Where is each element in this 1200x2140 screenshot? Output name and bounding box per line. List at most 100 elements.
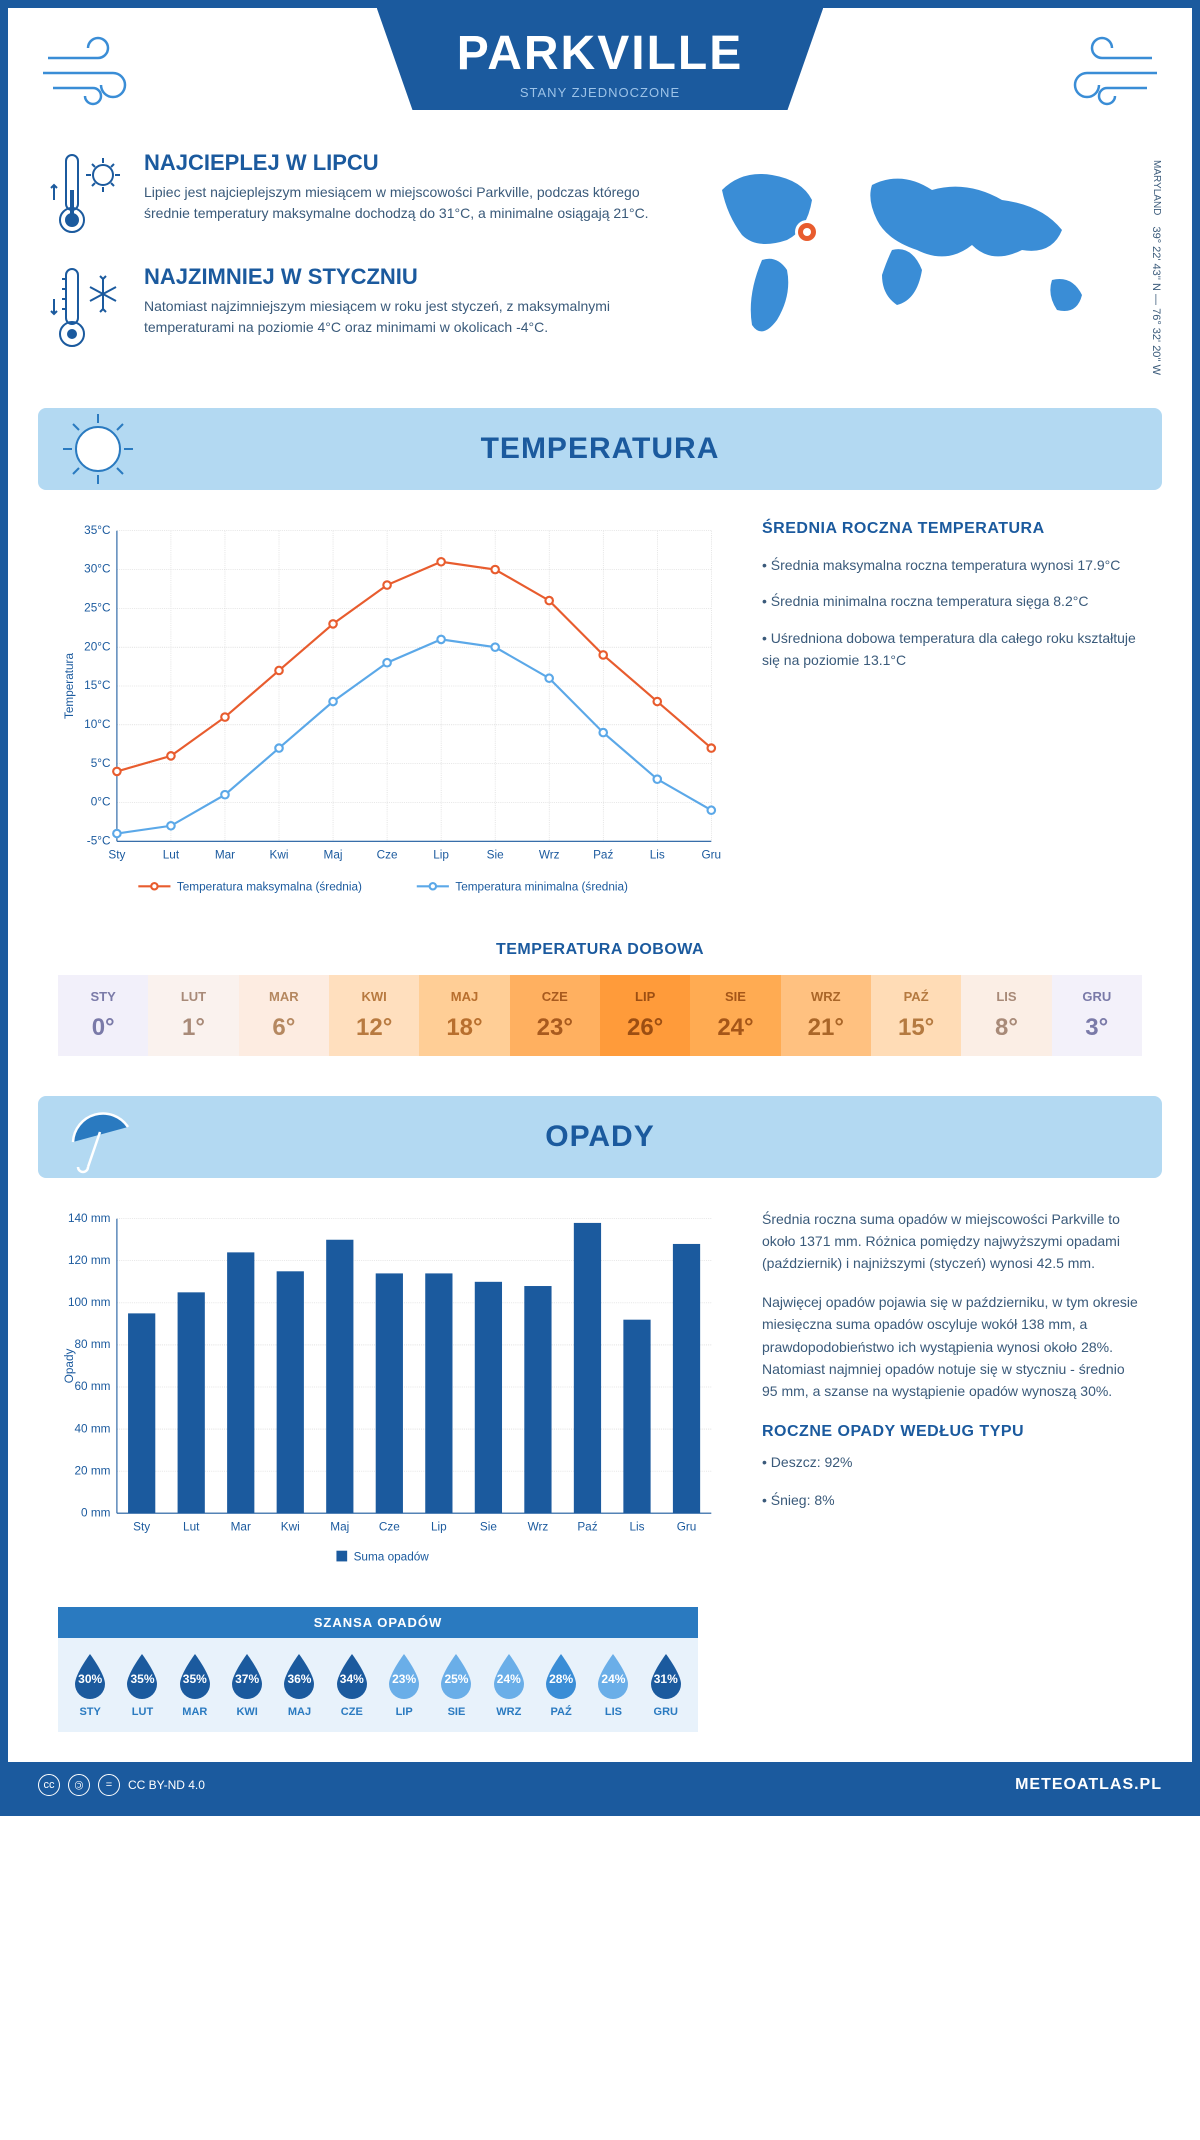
temp-summary-title: ŚREDNIA ROCZNA TEMPERATURA	[762, 520, 1142, 538]
daily-temperature: TEMPERATURA DOBOWA STY0°LUT1°MAR6°KWI12°…	[8, 941, 1192, 1096]
temp-summary-b1: • Średnia maksymalna roczna temperatura …	[762, 554, 1142, 576]
temperature-summary: ŚREDNIA ROCZNA TEMPERATURA • Średnia mak…	[762, 520, 1142, 911]
lat-value: 39° 22' 43'' N	[1150, 226, 1162, 291]
svg-text:Lut: Lut	[183, 1520, 200, 1533]
daily-temp-cell: MAJ18°	[419, 975, 509, 1056]
svg-text:Paź: Paź	[593, 848, 613, 861]
lon-value: 76° 32' 20'' W	[1150, 308, 1162, 375]
svg-text:Temperatura minimalna (średnia: Temperatura minimalna (średnia)	[455, 881, 628, 894]
svg-text:80 mm: 80 mm	[75, 1338, 111, 1351]
map-block: MARYLAND 39° 22' 43'' N — 76° 32' 20'' W	[692, 150, 1152, 378]
svg-text:25°C: 25°C	[84, 602, 111, 615]
chance-cell: 36%MAJ	[273, 1652, 325, 1718]
svg-text:Gru: Gru	[701, 848, 721, 861]
chance-cell: 25%SIE	[430, 1652, 482, 1718]
daily-temp-cell: CZE23°	[510, 975, 600, 1056]
svg-text:Sty: Sty	[133, 1520, 150, 1533]
svg-text:Maj: Maj	[330, 1520, 349, 1533]
daily-temp-cell: KWI12°	[329, 975, 419, 1056]
country-subtitle: STANY ZJEDNOCZONE	[457, 85, 743, 100]
svg-text:0°C: 0°C	[91, 796, 111, 809]
precip-p1: Średnia roczna suma opadów w miejscowośc…	[762, 1208, 1142, 1275]
chance-cell: 24%LIS	[587, 1652, 639, 1718]
svg-text:Temperatura: Temperatura	[63, 653, 76, 720]
chance-cell: 23%LIP	[378, 1652, 430, 1718]
daily-temp-cell: LIS8°	[961, 975, 1051, 1056]
chance-cell: 35%MAR	[169, 1652, 221, 1718]
title-banner: PARKVILLE STANY ZJEDNOCZONE	[377, 8, 823, 110]
daily-temp-cell: STY0°	[58, 975, 148, 1056]
precip-p2: Najwięcej opadów pojawia się w październ…	[762, 1291, 1142, 1403]
sun-icon	[58, 409, 138, 489]
chance-cell: 34%CZE	[326, 1652, 378, 1718]
precipitation-bar-chart: 0 mm20 mm40 mm60 mm80 mm100 mm120 mm140 …	[58, 1208, 722, 1572]
chance-title: SZANSA OPADÓW	[58, 1607, 698, 1638]
svg-text:140 mm: 140 mm	[68, 1211, 111, 1224]
svg-text:Kwi: Kwi	[270, 848, 289, 861]
thermometer-cold-icon	[48, 264, 128, 354]
chance-cell: 31%GRU	[640, 1652, 692, 1718]
svg-text:-5°C: -5°C	[87, 835, 111, 848]
warmest-title: NAJCIEPLEJ W LIPCU	[144, 150, 652, 176]
svg-text:5°C: 5°C	[91, 757, 111, 770]
daily-temp-cell: SIE24°	[690, 975, 780, 1056]
svg-text:60 mm: 60 mm	[75, 1380, 111, 1393]
svg-text:Mar: Mar	[231, 1520, 251, 1533]
svg-text:Gru: Gru	[677, 1520, 697, 1533]
warmest-block: NAJCIEPLEJ W LIPCU Lipiec jest najcieple…	[48, 150, 652, 240]
svg-text:35°C: 35°C	[84, 524, 111, 537]
daily-temp-cell: LUT1°	[148, 975, 238, 1056]
svg-text:Cze: Cze	[377, 848, 398, 861]
daily-temp-cell: MAR6°	[239, 975, 329, 1056]
svg-text:15°C: 15°C	[84, 679, 111, 692]
svg-text:Opady: Opady	[63, 1348, 76, 1383]
svg-text:Lut: Lut	[163, 848, 180, 861]
warmest-text: Lipiec jest najcieplejszym miesiącem w m…	[144, 182, 652, 224]
daily-temp-cell: WRZ21°	[781, 975, 871, 1056]
precip-rain: • Deszcz: 92%	[762, 1451, 1142, 1473]
coldest-block: NAJZIMNIEJ W STYCZNIU Natomiast najzimni…	[48, 264, 652, 354]
svg-text:Lip: Lip	[431, 1520, 447, 1533]
chance-grid: 30%STY35%LUT35%MAR37%KWI36%MAJ34%CZE23%L…	[58, 1638, 698, 1732]
footer: cc 🄯 = CC BY-ND 4.0 METEOATLAS.PL	[8, 1762, 1192, 1808]
cc-icon: cc	[38, 1774, 60, 1796]
site-name: METEOATLAS.PL	[1015, 1776, 1162, 1794]
wind-icon	[38, 28, 158, 108]
chance-cell: 24%WRZ	[483, 1652, 535, 1718]
svg-text:20 mm: 20 mm	[75, 1464, 111, 1477]
header: PARKVILLE STANY ZJEDNOCZONE	[8, 8, 1192, 140]
state-label: MARYLAND	[1151, 160, 1162, 215]
svg-text:Temperatura maksymalna (średni: Temperatura maksymalna (średnia)	[177, 881, 362, 894]
wind-icon	[1042, 28, 1162, 108]
license-block: cc 🄯 = CC BY-ND 4.0	[38, 1774, 205, 1796]
svg-text:Wrz: Wrz	[528, 1520, 549, 1533]
svg-text:Wrz: Wrz	[539, 848, 560, 861]
svg-text:Sie: Sie	[480, 1520, 497, 1533]
svg-text:Lip: Lip	[433, 848, 449, 861]
svg-text:40 mm: 40 mm	[75, 1422, 111, 1435]
precipitation-section-header: OPADY	[38, 1096, 1162, 1178]
svg-text:Suma opadów: Suma opadów	[354, 1550, 430, 1563]
daily-temp-cell: LIP26°	[600, 975, 690, 1056]
city-title: PARKVILLE	[457, 26, 743, 81]
svg-text:Cze: Cze	[379, 1520, 400, 1533]
daily-temp-cell: PAŹ15°	[871, 975, 961, 1056]
precip-snow: • Śnieg: 8%	[762, 1489, 1142, 1511]
intro-section: NAJCIEPLEJ W LIPCU Lipiec jest najcieple…	[8, 140, 1192, 408]
temperature-title: TEMPERATURA	[481, 432, 720, 465]
precipitation-chance: SZANSA OPADÓW 30%STY35%LUT35%MAR37%KWI36…	[58, 1607, 698, 1732]
precipitation-title: OPADY	[545, 1120, 654, 1153]
temp-summary-b3: • Uśredniona dobowa temperatura dla całe…	[762, 627, 1142, 672]
svg-text:Kwi: Kwi	[281, 1520, 300, 1533]
precipitation-content: 0 mm20 mm40 mm60 mm80 mm100 mm120 mm140 …	[8, 1178, 1192, 1597]
svg-text:Maj: Maj	[324, 848, 343, 861]
daily-temp-title: TEMPERATURA DOBOWA	[58, 941, 1142, 959]
chance-cell: 28%PAŹ	[535, 1652, 587, 1718]
svg-text:Lis: Lis	[629, 1520, 644, 1533]
svg-text:Paź: Paź	[577, 1520, 597, 1533]
chance-cell: 37%KWI	[221, 1652, 273, 1718]
svg-text:Sie: Sie	[487, 848, 504, 861]
thermometer-hot-icon	[48, 150, 128, 240]
coordinates: MARYLAND 39° 22' 43'' N — 76° 32' 20'' W	[1150, 160, 1162, 375]
temp-summary-b2: • Średnia minimalna roczna temperatura s…	[762, 590, 1142, 612]
